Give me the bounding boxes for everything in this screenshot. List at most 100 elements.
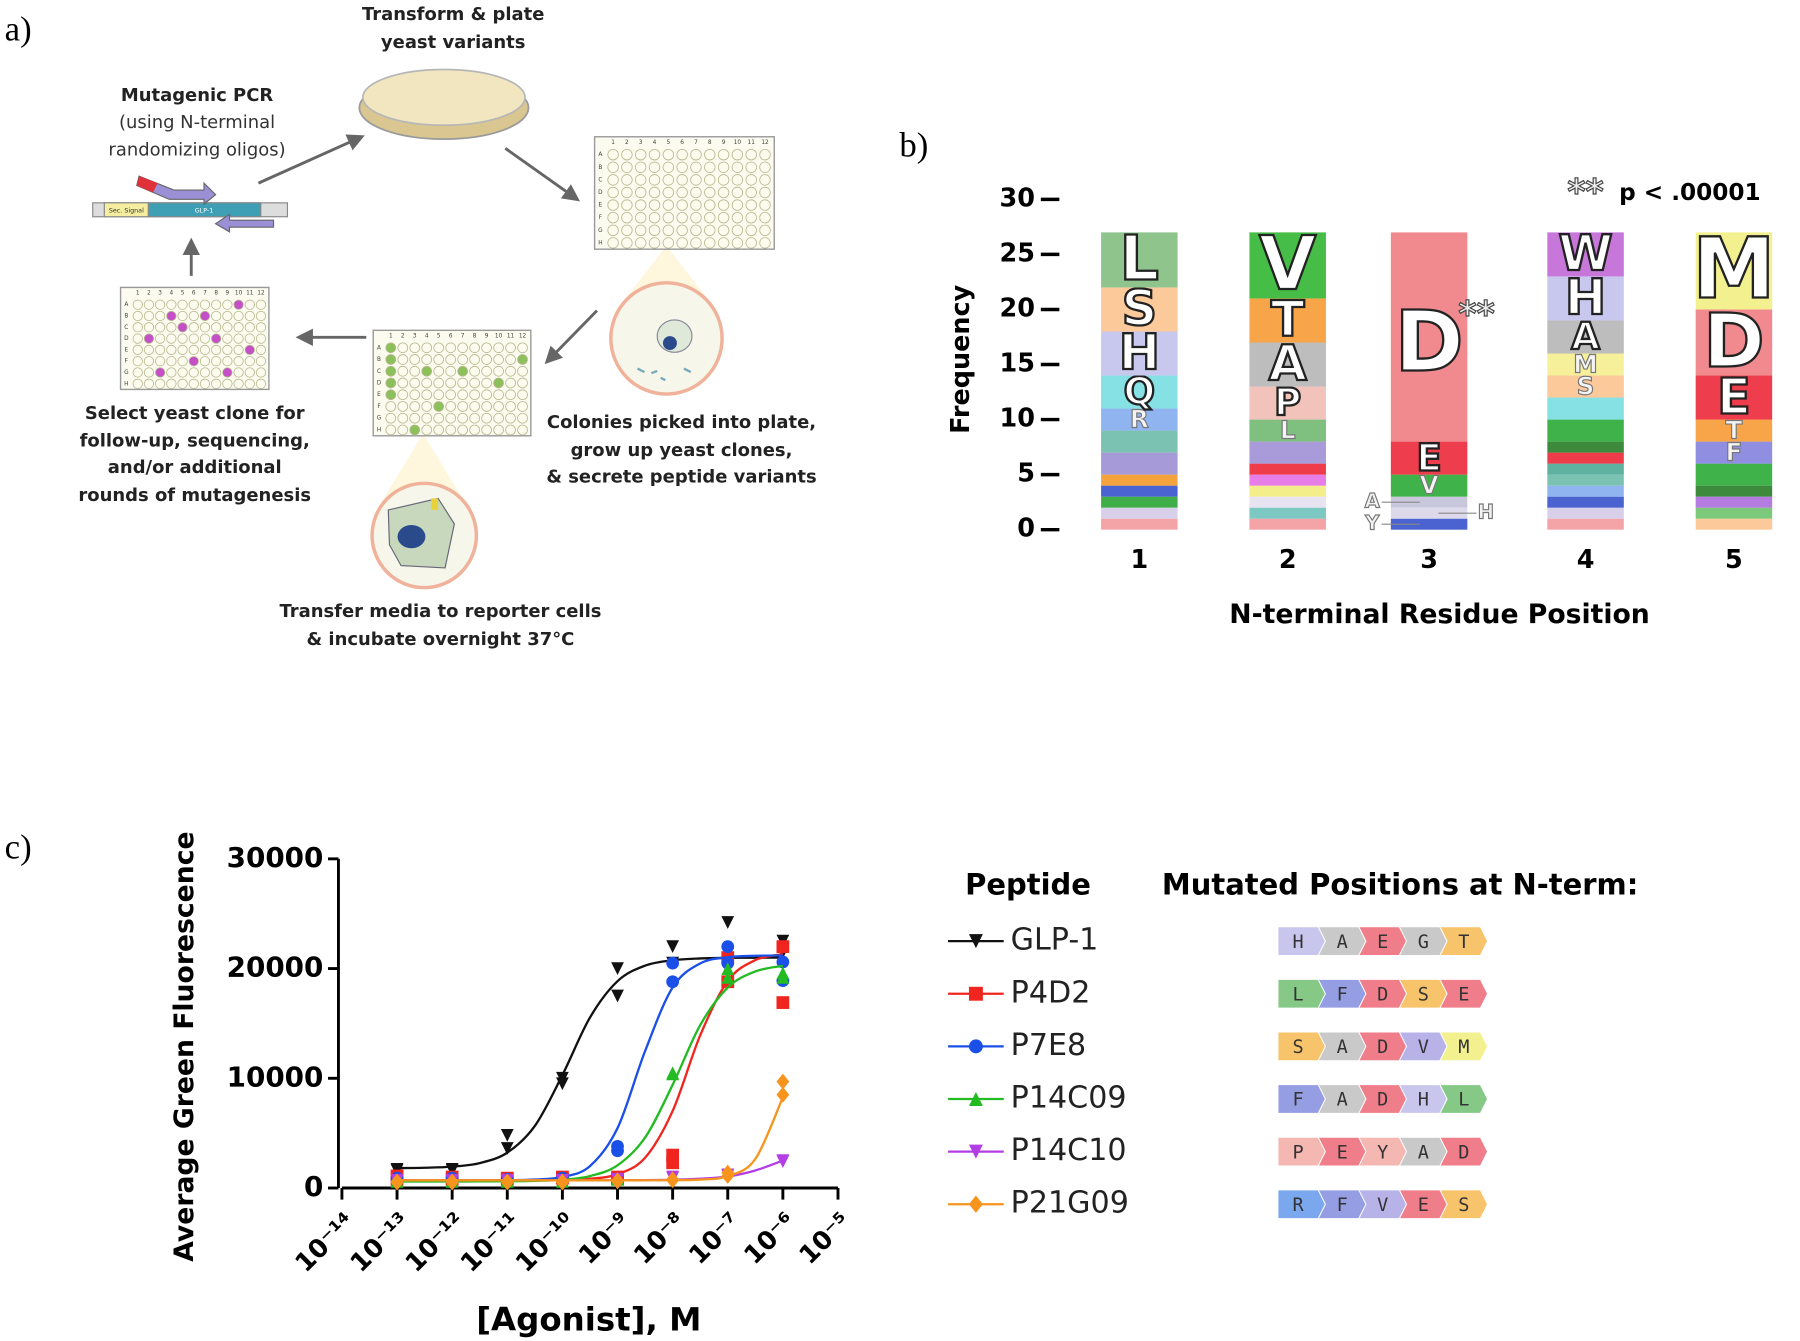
residue-letter: S: [1122, 279, 1158, 337]
residue-chevron: [1318, 1190, 1366, 1219]
arrow: [544, 309, 598, 365]
residue-letter: A: [1337, 1090, 1348, 1111]
well: [166, 378, 177, 389]
well: [457, 342, 468, 354]
residue-letter: D: [1394, 293, 1463, 390]
well: [621, 199, 633, 211]
residue-letter: H: [1418, 1090, 1429, 1111]
plate-row-label: F: [377, 404, 380, 410]
well: [155, 356, 166, 367]
well: [517, 354, 528, 365]
well: [132, 333, 143, 344]
arrow: [504, 147, 581, 202]
well: [233, 378, 244, 389]
well: [188, 322, 199, 333]
legend-label: GLP-1: [1011, 923, 1099, 958]
data-point: [500, 1128, 514, 1142]
well: [199, 310, 211, 322]
legend-marker: [968, 1195, 983, 1213]
well: [745, 224, 757, 236]
residue-letter: Q: [1124, 370, 1155, 413]
gene-label: Sec. Signal: [109, 206, 144, 214]
residue-letter: P: [1274, 381, 1301, 424]
well: [493, 424, 504, 436]
well: [621, 161, 633, 173]
well: [143, 356, 155, 367]
residue-letter: E: [1337, 1142, 1348, 1163]
residue-letter: H: [1565, 268, 1606, 326]
well: [621, 148, 633, 161]
well: [385, 424, 397, 436]
stack-segment: [1547, 463, 1624, 475]
residue-letter: V: [1259, 221, 1316, 307]
well: [759, 148, 771, 161]
well: [745, 237, 757, 249]
well: [445, 412, 457, 424]
plate-row-label: H: [377, 427, 381, 433]
well: [433, 354, 445, 365]
residue-chevron: [1278, 1190, 1325, 1219]
well: [211, 299, 222, 310]
x-tick-label: 10⁻¹¹: [455, 1207, 527, 1279]
x-tick-label: 10⁻⁹: [573, 1207, 637, 1271]
well: [445, 389, 457, 401]
well: [717, 174, 730, 186]
well: [690, 211, 702, 224]
plate-row-label: G: [598, 228, 602, 234]
well: [704, 186, 716, 199]
well: [469, 412, 480, 424]
nucleus: [397, 525, 426, 549]
well: [607, 148, 619, 161]
well: [166, 333, 177, 344]
step-text: Select yeast clone for: [85, 403, 305, 424]
plate-col-label: 12: [257, 291, 265, 297]
well: [155, 378, 166, 389]
well: [493, 354, 504, 365]
x-tick-label: 3: [1420, 545, 1438, 575]
legend-label: P7E8: [1011, 1028, 1087, 1063]
well: [244, 322, 255, 333]
residue-chevron: [1278, 1085, 1325, 1113]
well: [469, 342, 480, 354]
well: [143, 367, 155, 378]
residue-chevron: [1359, 927, 1406, 956]
well: [505, 342, 516, 354]
stack-segment: [1101, 507, 1178, 519]
stack-segment: [1101, 287, 1178, 332]
well: [607, 199, 619, 211]
stack-segment: [1249, 342, 1326, 387]
well: [481, 401, 492, 412]
well: [199, 367, 211, 378]
stack-segment: [1547, 375, 1624, 398]
residue-letter: D: [1458, 1142, 1469, 1163]
plate-row-label: D: [598, 190, 603, 196]
residue-letter: E: [1418, 1195, 1429, 1216]
well: [505, 365, 516, 377]
well: [759, 224, 771, 236]
stack-segment: [1695, 419, 1773, 442]
well: [409, 342, 421, 354]
stack-segment: [1547, 485, 1624, 497]
well: [409, 377, 421, 389]
well: [433, 401, 445, 412]
data-point: [776, 940, 790, 953]
well: [607, 161, 619, 173]
well: [662, 174, 675, 186]
well: [457, 424, 468, 436]
residue-chevron: [1440, 927, 1488, 956]
y-tick-label: 20000: [227, 951, 324, 984]
well: [385, 401, 397, 412]
stack-segment: [1547, 474, 1624, 486]
plate-col-label: 4: [170, 291, 174, 297]
legend-label: P4D2: [1011, 975, 1091, 1010]
residue-chevron: [1278, 927, 1325, 956]
residue-letter: R: [1130, 405, 1149, 434]
residue-letter: F: [1293, 1090, 1304, 1111]
well: [211, 310, 222, 322]
fit-curve: [397, 964, 784, 1183]
plate-col-label: 10: [734, 140, 742, 146]
stack-segment: [1695, 232, 1773, 310]
well: [704, 237, 716, 249]
residue-letter: M: [1458, 1037, 1469, 1058]
plate-row-label: C: [124, 325, 128, 331]
